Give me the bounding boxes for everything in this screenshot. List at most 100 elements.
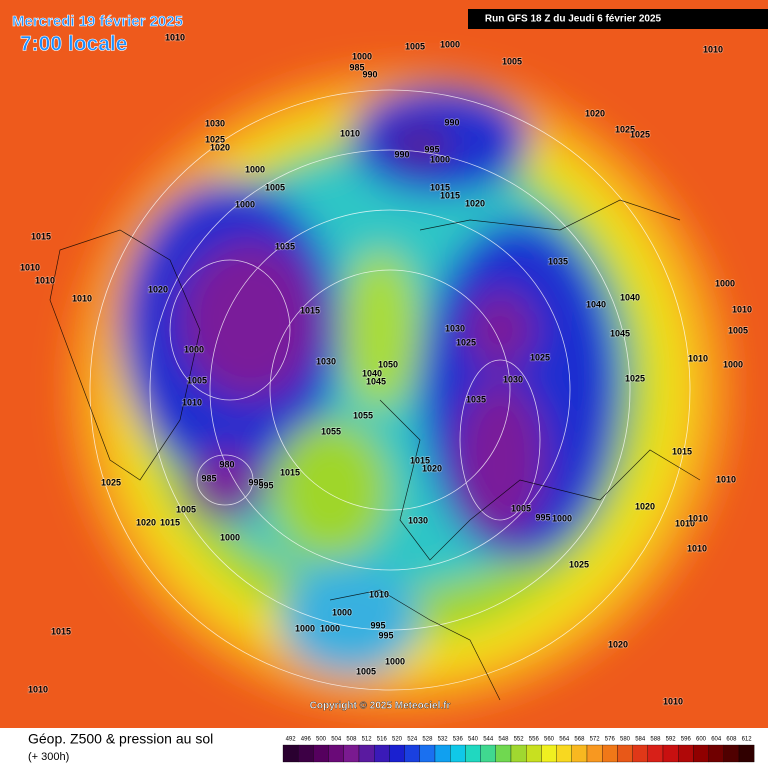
pressure-label: 1010 [340,128,360,138]
legend-swatch [708,744,724,763]
pressure-label: 1005 [187,375,207,385]
pressure-label: 990 [444,117,459,127]
pressure-label: 1020 [465,198,485,208]
legend-swatch [541,744,557,763]
pressure-label: 1005 [405,41,425,51]
legend-tick: 504 [331,737,342,743]
pressure-label: 1000 [245,164,265,174]
pressure-label: 1005 [356,666,376,676]
legend-swatch [662,744,679,763]
legend-swatch [404,744,420,763]
pressure-label: 1045 [366,376,386,386]
pressure-label: 1010 [20,262,40,272]
legend-swatch [328,744,344,763]
pressure-label: 1055 [321,426,341,436]
legend-tick: 572 [590,737,601,743]
pressure-label: 1015 [31,231,51,241]
legend-tick: 568 [574,737,585,743]
pressure-label: 1035 [548,256,568,266]
pressure-label: 1025 [205,134,225,144]
pressure-label: 1030 [445,323,465,333]
pressure-label: 1015 [430,182,450,192]
pressure-label: 1000 [440,39,460,49]
pressure-label: 1055 [353,410,373,420]
legend-swatch [632,744,648,763]
legend-tick: 536 [453,737,464,743]
pressure-label: 1000 [552,513,572,523]
pressure-label: 1005 [176,504,196,514]
legend-tick: 588 [650,737,661,743]
pressure-label: 1020 [136,517,156,527]
pressure-label: 1030 [205,118,225,128]
legend-tick: 580 [620,737,631,743]
pressure-label: 1020 [608,639,628,649]
pressure-label: 1000 [430,154,450,164]
pressure-label: 1010 [687,543,707,553]
legend-tick: 560 [544,737,555,743]
pressure-label: 1000 [184,344,204,354]
legend-swatch [298,744,314,763]
legend-swatch [389,744,405,763]
color-legend: 492 496 500 504 508 512 516 520 524 528 532 536 540 5… [282,737,755,763]
legend-tick: 508 [346,737,357,743]
pressure-label: 1020 [422,463,442,473]
pressure-label: 995 [535,512,550,522]
legend-tick: 604 [711,737,722,743]
forecast-date: Mercredi 19 février 2025 [12,13,183,30]
pressure-label: 1005 [265,182,285,192]
legend-tick: 516 [377,737,388,743]
pressure-label: 1045 [610,328,630,338]
pressure-label: 1025 [456,337,476,347]
pressure-label: 1040 [620,292,640,302]
legend-swatch [480,744,496,763]
pressure-label: 995 [378,630,393,640]
legend-swatch [556,744,572,763]
legend-swatch [693,744,709,763]
pressure-label: 1015 [160,517,180,527]
pressure-label: 1010 [35,275,55,285]
pressure-label: 1040 [362,368,382,378]
pressure-label: 1030 [408,515,428,525]
legend-tick: 512 [362,737,373,743]
pressure-label: 1000 [295,623,315,633]
legend-swatch [343,744,360,763]
legend-tick: 520 [392,737,403,743]
legend-tick: 548 [498,737,509,743]
legend-swatch [617,744,633,763]
pressure-label: 1010 [716,474,736,484]
pressure-label: 1035 [466,394,486,404]
pressure-label: 985 [349,62,364,72]
legend-tick: 564 [559,737,570,743]
pressure-label: 1025 [530,352,550,362]
pressure-label: 1005 [502,56,522,66]
legend-swatch [647,744,664,763]
pressure-label: 1000 [220,532,240,542]
pressure-label: 995 [258,480,273,490]
legend-tick: 608 [726,737,737,743]
legend-tick: 612 [742,737,753,743]
pressure-label: 1000 [723,359,743,369]
legend-swatch [738,744,755,763]
pressure-label: 1025 [101,477,121,487]
legend-tick: 552 [514,737,525,743]
pressure-label: 1020 [585,108,605,118]
pressure-label: 1000 [332,607,352,617]
legend-tick: 584 [635,737,646,743]
legend-tick: 592 [666,737,677,743]
pressure-label: 1005 [728,325,748,335]
pressure-label: 1010 [675,518,695,528]
legend-tick: 600 [696,737,707,743]
pressure-label: 1000 [385,656,405,666]
legend-tick: 524 [407,737,418,743]
pressure-label: 1000 [352,51,372,61]
pressure-label: 995 [248,477,263,487]
legend-swatch [586,744,603,763]
pressure-label: 1010 [688,353,708,363]
legend-swatch [465,744,481,763]
pressure-label: 1050 [378,359,398,369]
legend-swatch [495,744,512,763]
pressure-label: 1010 [688,513,708,523]
pressure-label: 1020 [210,142,230,152]
